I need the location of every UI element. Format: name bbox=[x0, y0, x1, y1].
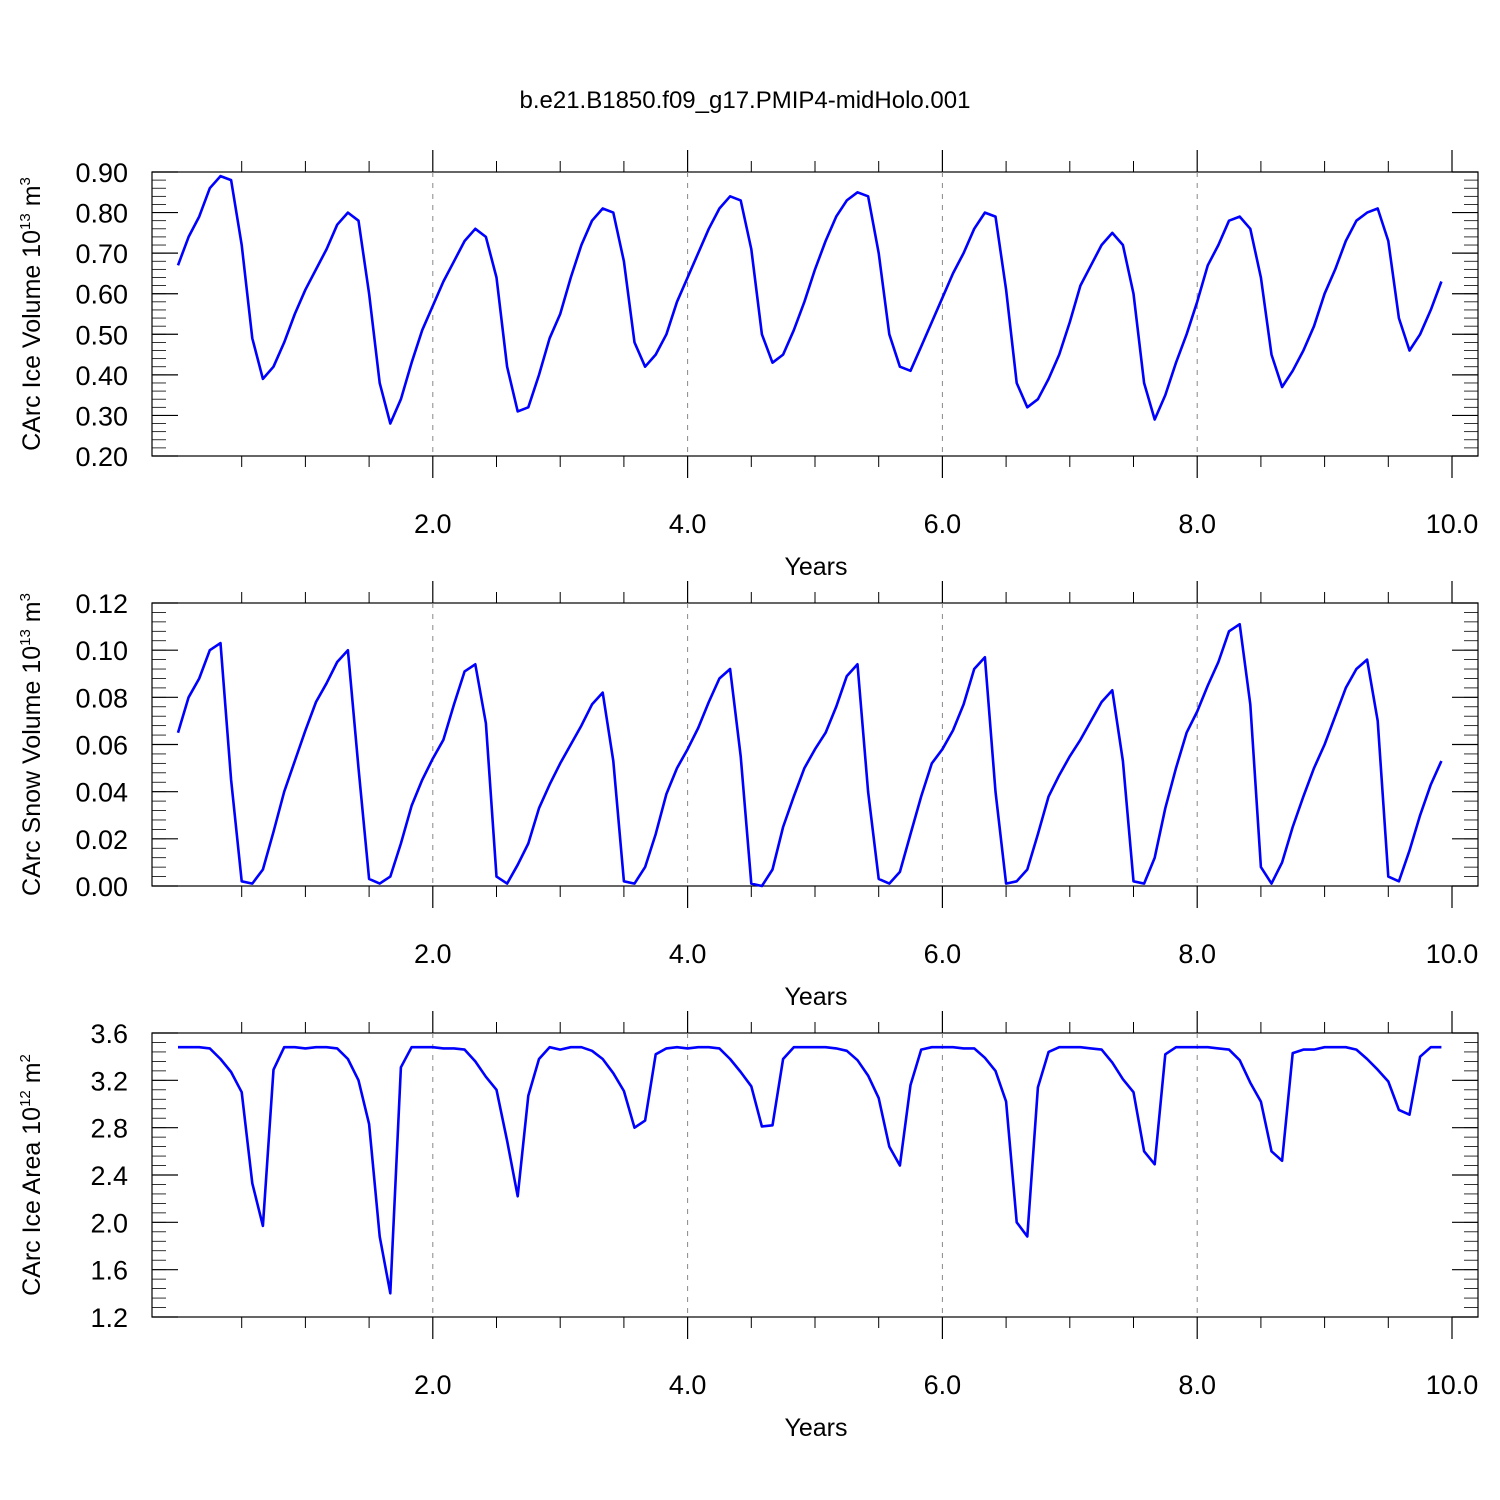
panel-2: 2.0 4.0 6.0 8.0 10.0 0.00 0.02 0.04 0.06 0.08 0.10… bbox=[17, 581, 1479, 1011]
y-tick-label: 0.20 bbox=[75, 442, 128, 472]
y-tick-label: 0.30 bbox=[75, 401, 128, 431]
y-tick-label: 1.6 bbox=[90, 1256, 128, 1286]
panel-3: 2.0 4.0 6.0 8.0 10.0 1.2 1.6 2.0 2.4 2.8 3.2 3.6 Yea… bbox=[17, 1011, 1479, 1442]
x-tick-label: 10.0 bbox=[1426, 509, 1479, 539]
y-tick-label: 0.50 bbox=[75, 320, 128, 350]
y-tick-label: 2.8 bbox=[90, 1114, 128, 1144]
x-tick-label: 4.0 bbox=[669, 1370, 707, 1400]
y-tick-label: 0.08 bbox=[75, 683, 128, 713]
x-tick-label: 10.0 bbox=[1426, 1370, 1479, 1400]
y-tick-label: 0.04 bbox=[75, 778, 128, 808]
panel-1: 2.0 4.0 6.0 8.0 10.0 0.20 0.30 0.40 0.50 0.60 0.70… bbox=[17, 150, 1479, 581]
series-line bbox=[176, 174, 1443, 425]
x-tick-label: 4.0 bbox=[669, 509, 707, 539]
x-tick-label: 10.0 bbox=[1426, 939, 1479, 969]
x-axis-label: Years bbox=[784, 553, 847, 581]
y-axis-label-unit: m bbox=[18, 1062, 46, 1090]
y-tick-label: 0.06 bbox=[75, 731, 128, 761]
y-axis-label-text: CArc Ice Area 10 bbox=[18, 1107, 46, 1296]
y-axis-label-unit: m bbox=[18, 185, 46, 213]
y-tick-label: 3.6 bbox=[90, 1019, 128, 1049]
y-tick-label: 0.12 bbox=[75, 589, 128, 619]
y-axis-label: CArc Ice Volume 1013 m3 bbox=[17, 177, 46, 451]
y-tick-label: 0.90 bbox=[75, 158, 128, 188]
y-axis-label-exponent: 13 bbox=[17, 213, 34, 230]
y-axis-label-unit: m bbox=[18, 601, 46, 629]
y-axis-label-text: CArc Ice Volume 10 bbox=[18, 230, 46, 451]
y-tick-label: 0.70 bbox=[75, 239, 128, 269]
y-axis-label-exponent: 13 bbox=[17, 629, 34, 646]
y-axis-label-unit-exponent: 3 bbox=[17, 177, 34, 185]
x-tick-label: 6.0 bbox=[924, 509, 962, 539]
x-tick-label: 2.0 bbox=[414, 509, 452, 539]
x-tick-label: 6.0 bbox=[924, 1370, 962, 1400]
plot-frame bbox=[151, 1032, 1479, 1318]
y-axis-label: CArc Ice Area 1012 m2 bbox=[17, 1054, 46, 1296]
y-tick-label: 0.02 bbox=[75, 825, 128, 855]
y-tick-label: 0.60 bbox=[75, 280, 128, 310]
x-tick-label: 2.0 bbox=[414, 1370, 452, 1400]
x-tick-label: 8.0 bbox=[1178, 939, 1216, 969]
x-tick-label: 8.0 bbox=[1178, 509, 1216, 539]
x-tick-label: 2.0 bbox=[414, 939, 452, 969]
x-tick-label: 4.0 bbox=[669, 939, 707, 969]
y-tick-label: 3.2 bbox=[90, 1066, 128, 1096]
y-tick-label: 2.4 bbox=[90, 1161, 128, 1191]
y-axis-label-exponent: 12 bbox=[17, 1090, 34, 1107]
x-axis-label: Years bbox=[784, 1414, 847, 1442]
y-axis-label: CArc Snow Volume 1013 m3 bbox=[17, 593, 46, 896]
x-tick-label: 6.0 bbox=[924, 939, 962, 969]
series-line bbox=[176, 622, 1443, 888]
y-tick-label: 0.00 bbox=[75, 872, 128, 902]
y-tick-label: 0.40 bbox=[75, 361, 128, 391]
y-tick-label: 1.2 bbox=[90, 1303, 128, 1333]
chart-title: b.e21.B1850.f09_g17.PMIP4-midHolo.001 bbox=[520, 87, 971, 114]
y-tick-label: 0.80 bbox=[75, 199, 128, 229]
y-axis-label-text: CArc Snow Volume 10 bbox=[18, 646, 46, 896]
y-axis-label-unit-exponent: 2 bbox=[17, 1054, 34, 1062]
x-axis-label: Years bbox=[784, 983, 847, 1011]
y-tick-label: 0.10 bbox=[75, 636, 128, 666]
series-line bbox=[178, 1045, 1442, 1295]
y-axis-label-unit-exponent: 3 bbox=[17, 593, 34, 601]
x-tick-label: 8.0 bbox=[1178, 1370, 1216, 1400]
chart-panels: 2.0 4.0 6.0 8.0 10.0 0.20 0.30 0.40 0.50 0.60 0.70… bbox=[17, 150, 1479, 1442]
y-tick-label: 2.0 bbox=[90, 1208, 128, 1238]
plot-frame bbox=[151, 602, 1479, 887]
